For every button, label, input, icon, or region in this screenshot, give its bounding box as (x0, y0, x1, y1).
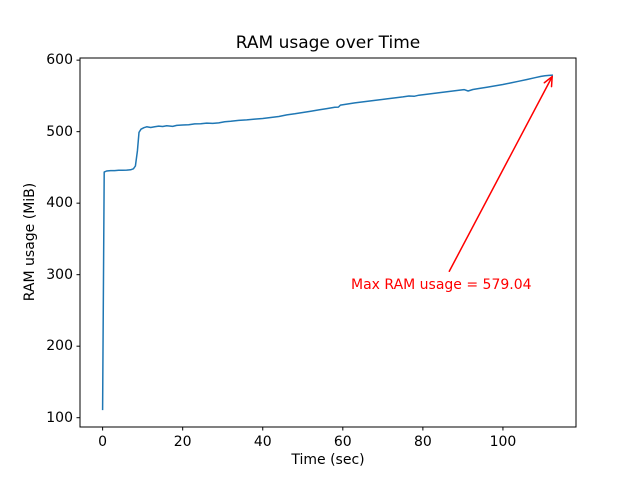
y-tick-label: 400 (46, 195, 73, 212)
x-tick-label: 20 (173, 434, 192, 450)
x-tick-label: 80 (413, 434, 432, 450)
tick-marks (76, 59, 504, 431)
y-tick-label: 500 (46, 123, 73, 140)
plot-frame (79, 57, 577, 428)
annotation-arrow (448, 75, 553, 272)
x-tick-label: 40 (253, 434, 272, 450)
x-axis-label: Time (sec) (291, 452, 365, 468)
annotation-arrow-stroke (550, 75, 553, 88)
x-tick-label: 0 (98, 434, 108, 450)
x-tick-label: 100 (489, 434, 517, 450)
chart-title: RAM usage over Time (235, 33, 421, 53)
y-axis-label: RAM usage (MiB) (22, 182, 38, 302)
x-tick-label: 60 (333, 434, 352, 450)
ram-usage-line-series (101, 74, 554, 411)
y-tick-label: 200 (46, 338, 73, 355)
annotation-arrow-stroke (448, 75, 553, 272)
annotation-arrow-stroke (543, 75, 553, 84)
y-tick-label: 300 (46, 266, 73, 283)
y-tick-label: 600 (46, 52, 73, 69)
max-ram-annotation: Max RAM usage = 579.04 (351, 276, 532, 293)
y-tick-label: 100 (46, 409, 73, 426)
